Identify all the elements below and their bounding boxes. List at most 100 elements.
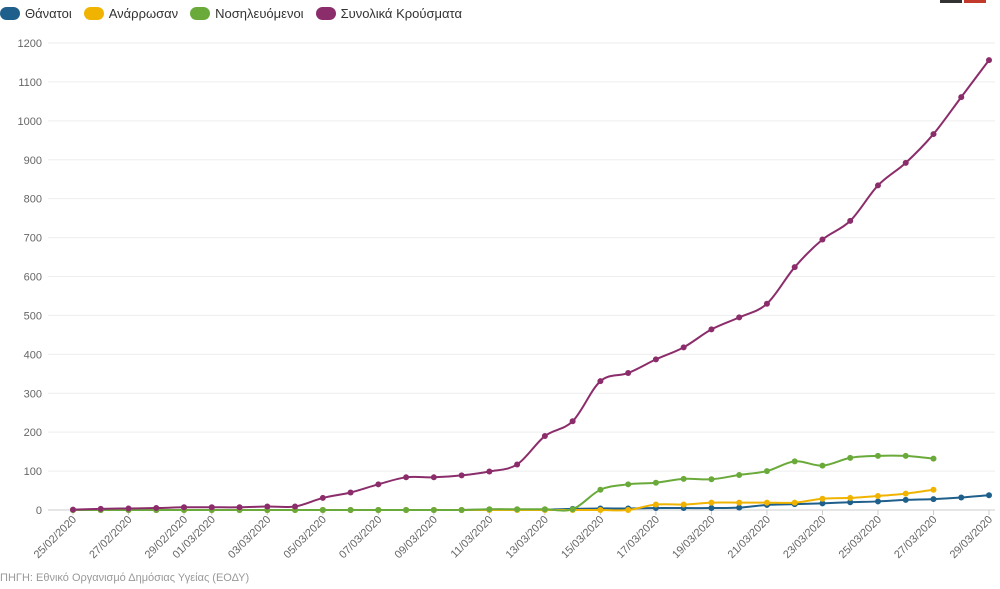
data-point[interactable] (847, 494, 854, 501)
data-point[interactable] (847, 217, 854, 224)
data-point[interactable] (181, 504, 188, 511)
data-point[interactable] (430, 507, 437, 513)
data-point[interactable] (597, 378, 604, 385)
data-point[interactable] (680, 475, 687, 482)
data-point[interactable] (708, 476, 715, 483)
data-point[interactable] (902, 490, 909, 497)
x-tick-label: 23/03/2020 (781, 514, 828, 561)
data-point[interactable] (930, 131, 937, 138)
data-point[interactable] (375, 507, 382, 513)
data-point[interactable] (847, 499, 854, 506)
data-point[interactable] (597, 486, 604, 493)
legend-item-hospitalized[interactable]: Νοσηλευόμενοι (190, 6, 304, 21)
legend-label-total-cases: Συνολικά Κρούσματα (340, 5, 462, 21)
data-point[interactable] (736, 314, 743, 321)
data-point[interactable] (652, 479, 659, 486)
data-point[interactable] (819, 462, 826, 469)
data-point[interactable] (902, 159, 909, 166)
data-point[interactable] (403, 507, 410, 513)
data-point[interactable] (514, 461, 521, 468)
x-tick-label: 27/02/2020 (87, 514, 134, 561)
data-point[interactable] (791, 264, 798, 271)
data-point[interactable] (986, 57, 992, 64)
y-tick-label: 0 (36, 505, 42, 517)
y-tick-label: 1100 (18, 77, 42, 89)
data-point[interactable] (791, 458, 798, 465)
data-point[interactable] (874, 182, 881, 189)
data-point[interactable] (902, 452, 909, 459)
data-point[interactable] (680, 344, 687, 351)
data-point[interactable] (652, 501, 659, 508)
data-point[interactable] (486, 468, 493, 475)
data-point[interactable] (486, 506, 493, 513)
data-point[interactable] (569, 418, 576, 425)
data-point[interactable] (652, 356, 659, 363)
data-point[interactable] (902, 496, 909, 503)
data-point[interactable] (958, 94, 965, 101)
data-point[interactable] (819, 236, 826, 243)
data-point[interactable] (625, 481, 632, 488)
y-tick-label: 100 (24, 466, 42, 478)
data-point[interactable] (874, 492, 881, 499)
data-point[interactable] (930, 486, 937, 493)
data-point[interactable] (264, 503, 271, 510)
data-point[interactable] (763, 499, 770, 506)
data-point[interactable] (430, 474, 437, 481)
data-point[interactable] (597, 507, 604, 513)
data-point[interactable] (347, 507, 354, 513)
data-point[interactable] (319, 507, 326, 513)
data-point[interactable] (819, 495, 826, 502)
data-point[interactable] (97, 505, 104, 512)
y-tick-label: 700 (24, 233, 42, 245)
flag-mark-dark (940, 0, 962, 3)
data-point[interactable] (514, 506, 521, 513)
legend-item-total-cases[interactable]: Συνολικά Κρούσματα (315, 5, 462, 21)
x-tick-label: 25/02/2020 (32, 514, 79, 561)
data-point[interactable] (125, 505, 132, 512)
data-point[interactable] (458, 507, 465, 513)
legend-item-recovered[interactable]: Ανάρρωσαν (83, 6, 178, 21)
series-line-2 (73, 454, 934, 512)
x-tick-label: 25/03/2020 (837, 514, 884, 561)
data-point[interactable] (736, 471, 743, 478)
data-point[interactable] (763, 468, 770, 475)
data-point[interactable] (70, 506, 76, 513)
data-point[interactable] (986, 492, 992, 499)
data-point[interactable] (791, 499, 798, 506)
data-point[interactable] (708, 326, 715, 333)
data-point[interactable] (347, 489, 354, 496)
data-point[interactable] (874, 498, 881, 505)
legend-swatch-deaths (0, 6, 20, 20)
data-point[interactable] (625, 507, 632, 513)
data-point[interactable] (236, 504, 243, 511)
data-point[interactable] (958, 494, 965, 501)
data-point[interactable] (625, 370, 632, 377)
data-point[interactable] (874, 452, 881, 459)
data-point[interactable] (680, 501, 687, 508)
data-point[interactable] (541, 433, 548, 440)
data-point[interactable] (930, 496, 937, 503)
x-tick-label: 09/03/2020 (393, 514, 440, 561)
data-point[interactable] (930, 455, 937, 462)
y-tick-label: 1200 (18, 38, 42, 50)
data-point[interactable] (403, 474, 410, 481)
data-point[interactable] (736, 499, 743, 506)
data-point[interactable] (208, 504, 215, 511)
gridlines (48, 42, 995, 511)
legend-item-deaths[interactable]: Θάνατοι (0, 6, 72, 21)
data-point[interactable] (763, 300, 770, 307)
data-point[interactable] (458, 472, 465, 479)
data-point[interactable] (153, 505, 160, 512)
data-point[interactable] (708, 499, 715, 506)
legend-label-deaths: Θάνατοι (25, 5, 72, 21)
data-point[interactable] (319, 494, 326, 501)
data-point[interactable] (847, 454, 854, 461)
y-tick-label: 1000 (18, 116, 42, 128)
data-point[interactable] (292, 503, 299, 510)
data-point[interactable] (541, 506, 548, 513)
data-point[interactable] (708, 505, 715, 512)
data-point[interactable] (736, 504, 743, 511)
data-point[interactable] (819, 500, 826, 507)
data-point[interactable] (569, 506, 576, 513)
data-point[interactable] (375, 481, 382, 488)
